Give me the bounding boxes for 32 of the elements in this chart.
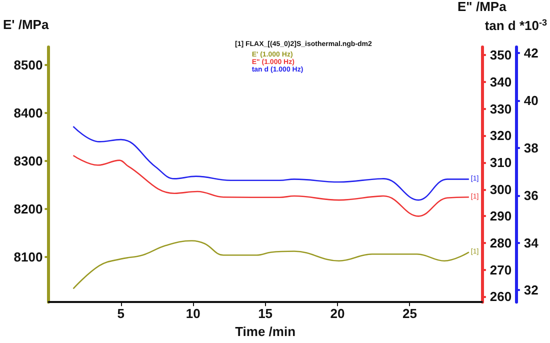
- y2-tick-label: 270: [490, 262, 512, 278]
- x-axis-title: Time /min: [235, 324, 296, 339]
- y3-tick-label: 38: [524, 140, 538, 156]
- y3-tick-label: 36: [524, 188, 538, 203]
- y2-tick-label: 260: [490, 289, 512, 304]
- line-series: [72, 240, 470, 290]
- y2-tick-label: 310: [490, 154, 512, 170]
- y2-tick-label: 330: [490, 101, 512, 116]
- y2-tick-label: 290: [490, 208, 512, 224]
- x-tick-label: 10: [186, 306, 200, 322]
- x-tick-label: 25: [402, 306, 417, 322]
- y3-tick-label: 32: [524, 282, 538, 298]
- y-tick-label: 8300: [14, 154, 43, 169]
- y2-tick-label: 350: [490, 48, 512, 63]
- y3-tick-label: 42: [524, 45, 538, 60]
- y3-tick-label: 40: [524, 92, 538, 108]
- y2-axis-title: E" /MPa: [458, 0, 508, 14]
- y2-tick-label: 300: [490, 182, 512, 197]
- y2-tick-label: 340: [490, 74, 512, 90]
- x-tick-label: 20: [330, 306, 345, 322]
- y-tick-label: 8400: [14, 106, 43, 121]
- y-axis-title: E' /MPa: [2, 17, 50, 32]
- line-series: [72, 154, 470, 217]
- y-tick-label: 8500: [14, 58, 43, 73]
- y3-tick-label: 34: [524, 235, 540, 250]
- line-series: [72, 126, 470, 201]
- x-tick-label: 15: [258, 306, 273, 322]
- y2-tick-label: 320: [490, 128, 512, 144]
- y2-tick-label: 280: [490, 236, 512, 251]
- x-tick-label: 5: [117, 306, 125, 322]
- y-tick-label: 8200: [14, 202, 43, 217]
- y-tick-label: 8100: [14, 250, 43, 265]
